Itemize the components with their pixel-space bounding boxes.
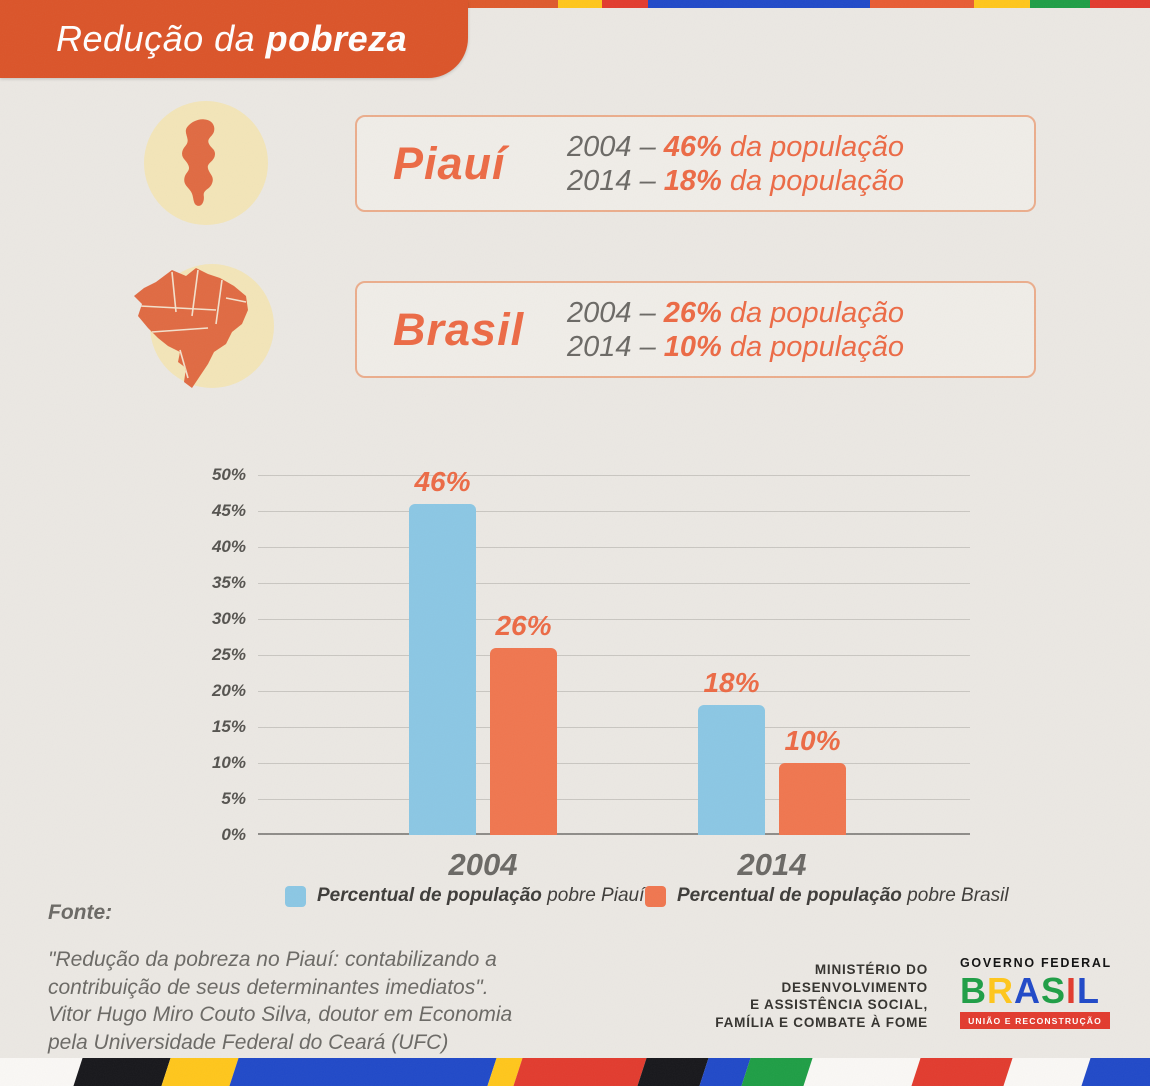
- color-segment: [911, 1058, 1013, 1086]
- ministry-line: E ASSISTÊNCIA SOCIAL,: [750, 997, 928, 1012]
- y-tick-label: 5%: [221, 789, 246, 808]
- brasil-letter: S: [1041, 970, 1067, 1011]
- gridline: [258, 727, 970, 728]
- brasil-letter: A: [1014, 970, 1041, 1011]
- x-axis-label: 2004: [448, 847, 518, 882]
- brasil-logo-wordmark: BRASIL: [960, 971, 1110, 1011]
- source-line: pela Universidade Federal do Ceará (UFC): [48, 1030, 449, 1054]
- header-banner: Redução da pobreza: [0, 0, 468, 78]
- poverty-bar-chart: 0% 5% 10% 15% 20% 25% 30% 35% 40% 45% 50% 46% 26% 200…: [212, 465, 970, 882]
- x-axis-label: 2014: [737, 847, 807, 882]
- y-tick-label: 30%: [211, 609, 246, 628]
- y-tick-label: 10%: [211, 753, 246, 772]
- y-tick-label: 20%: [211, 681, 246, 700]
- y-tick-label: 25%: [211, 645, 246, 664]
- color-segment: [229, 1058, 497, 1086]
- legend-swatch-piaui: [285, 885, 306, 907]
- uniao-reconstrucao-bar: UNIÃO E RECONSTRUÇÃO: [960, 1012, 1110, 1029]
- source-label: Fonte:: [48, 901, 113, 924]
- brasil-stats: 2004 – 26% da população 2014 – 10% da po…: [567, 296, 904, 364]
- brasil-letter: I: [1066, 970, 1078, 1011]
- source-line: "Redução da pobreza no Piauí: contabiliz…: [48, 948, 497, 971]
- gridline: [258, 475, 970, 476]
- piaui-map-icon: [182, 119, 216, 206]
- ministry-line: MINISTÉRIO DO: [814, 962, 928, 977]
- source-line: contribuição de seus determinantes imedi…: [48, 975, 489, 999]
- gridline: [258, 655, 970, 656]
- bar-value-label: 26%: [495, 609, 552, 641]
- color-segment: [741, 1058, 813, 1086]
- gridline: [258, 799, 970, 800]
- ministry-line: FAMÍLIA E COMBATE À FOME: [715, 1014, 928, 1030]
- color-segment: [602, 0, 648, 8]
- brasil-stat-2004: 2004 – 26% da população: [567, 296, 905, 329]
- piaui-info-box: Piauí 2004 – 46% da população 2014 – 18%…: [355, 115, 1036, 212]
- source-line: Vitor Hugo Miro Couto Silva, doutor em E…: [48, 1003, 513, 1026]
- governo-federal-logo: GOVERNO FEDERAL BRASIL UNIÃO E RECONSTRU…: [960, 956, 1110, 1029]
- gridline: [258, 763, 970, 764]
- piaui-icon-circle: [144, 101, 268, 225]
- bar-2004-series0: [409, 503, 476, 835]
- brasil-info-box: Brasil 2004 – 26% da população 2014 – 10…: [355, 281, 1036, 378]
- legend-swatch-brasil: [645, 885, 666, 907]
- color-segment: [161, 1058, 239, 1086]
- ministry-line: DESENVOLVIMENTO: [781, 979, 928, 995]
- piaui-stat-2004: 2004 – 46% da população: [567, 130, 905, 163]
- legend-label-piaui: Percentual de população pobre Piauí: [317, 885, 645, 906]
- region-name-brasil: Brasil: [393, 303, 525, 355]
- y-tick-label: 15%: [211, 717, 246, 736]
- legend-item-brasil: Percentual de população pobre Brasil: [645, 885, 1009, 907]
- color-segment: [558, 0, 602, 8]
- brasil-letter: R: [987, 970, 1014, 1011]
- bar-2004-series1: [490, 647, 557, 835]
- gridline: [258, 691, 970, 692]
- governo-federal-label: GOVERNO FEDERAL: [960, 956, 1112, 970]
- bar-value-label: 10%: [784, 725, 841, 756]
- y-tick-label: 35%: [211, 573, 246, 592]
- y-tick-label: 0%: [221, 825, 246, 844]
- bar-2014-series1: [779, 763, 846, 835]
- brasil-icon-circle: [134, 264, 274, 388]
- source-text: "Redução da pobreza no Piauí: contabiliz…: [48, 946, 512, 1056]
- page-title-bold: pobreza: [265, 18, 408, 59]
- color-segment: [513, 1058, 647, 1086]
- color-segment: [1090, 0, 1150, 8]
- gridline: [258, 511, 970, 512]
- y-tick-label: 50%: [211, 465, 246, 484]
- x-axis-line: [258, 833, 970, 835]
- region-name-piaui: Piauí: [393, 137, 506, 189]
- y-tick-label: 45%: [211, 501, 246, 520]
- bottom-color-strip: [0, 1058, 1150, 1086]
- ministry-block: MINISTÉRIO DO DESENVOLVIMENTO E ASSISTÊN…: [715, 961, 928, 1031]
- brasil-letter: B: [960, 970, 987, 1011]
- legend-label-brasil: Percentual de população pobre Brasil: [677, 885, 1009, 906]
- gridline: [258, 619, 970, 620]
- color-segment: [1030, 0, 1090, 8]
- color-segment: [870, 0, 974, 8]
- page-title: Redução da pobreza: [56, 0, 407, 78]
- bar-value-label: 18%: [703, 667, 760, 699]
- y-tick-label: 40%: [211, 537, 246, 556]
- brasil-letter: L: [1077, 970, 1101, 1011]
- color-segment: [637, 1058, 709, 1086]
- page-title-regular: Redução da: [56, 18, 256, 59]
- brasil-stat-2014: 2014 – 10% da população: [567, 330, 905, 363]
- legend-item-piaui: Percentual de população pobre Piauí: [285, 885, 644, 907]
- piaui-stat-2014: 2014 – 18% da população: [567, 164, 905, 197]
- bar-2014-series0: [698, 705, 765, 835]
- bar-value-label: 46%: [414, 465, 471, 497]
- color-segment: [1081, 1058, 1150, 1086]
- color-segment: [648, 0, 870, 8]
- brasil-map-icon: [134, 268, 248, 388]
- gridline: [258, 583, 970, 584]
- piaui-stats: 2004 – 46% da população 2014 – 18% da po…: [567, 130, 904, 198]
- color-segment: [974, 0, 1030, 8]
- color-segment: [73, 1058, 171, 1086]
- gridline: [258, 547, 970, 548]
